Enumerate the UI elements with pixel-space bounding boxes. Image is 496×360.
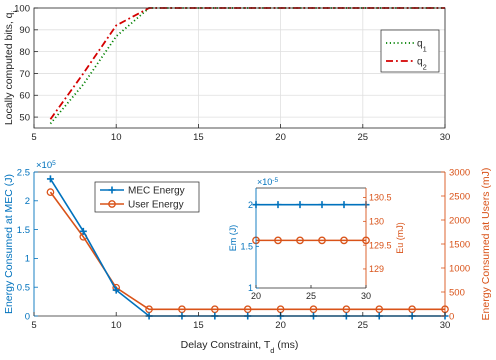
y-tick-label: 70: [19, 69, 30, 80]
y-axis-label-left: Energy Consumed at MEC (J): [3, 174, 15, 314]
x-tick-label: 5: [31, 132, 36, 143]
series-marker: [342, 305, 351, 314]
inset-series-marker: [318, 201, 326, 209]
legend-label-2: q2: [417, 57, 427, 72]
inset-y-label-left: Em (J): [228, 225, 238, 252]
inset-series-marker: [340, 236, 348, 245]
y-left-exponent: ×105: [36, 160, 56, 172]
x-tick-label: 15: [193, 320, 204, 331]
y-tick-label: 90: [19, 25, 30, 36]
series-marker: [309, 305, 318, 314]
inset-x-tick-label: 25: [306, 291, 316, 301]
inset-y-left-exponent: ×10-5: [257, 177, 278, 188]
y-right-tick-label: 1000: [449, 263, 470, 274]
y-right-tick-label: 1500: [449, 239, 470, 250]
inset-y-right-tick-label: 129: [369, 264, 384, 274]
inset-series-marker: [274, 201, 282, 209]
inset-series-marker: [274, 236, 282, 245]
inset-y-right-tick-label: 129.5: [369, 240, 392, 250]
x-tick-label: 25: [358, 320, 369, 331]
x-tick-label: 10: [111, 132, 122, 143]
inset-series-marker: [318, 236, 326, 245]
legend-label: MEC Energy: [128, 186, 185, 197]
plot-frame: [33, 7, 446, 129]
inset-series-marker: [296, 236, 304, 245]
y-left-tick-label: 1.5: [17, 225, 30, 236]
inset-y-right-tick-label: 130: [369, 217, 384, 227]
series-marker: [178, 305, 186, 314]
y-right-tick-label: 500: [449, 287, 465, 298]
series-line-2: [49, 7, 445, 120]
y-right-tick-label: 2000: [449, 215, 470, 226]
x-tick-label: 30: [440, 132, 451, 143]
series-marker: [243, 305, 252, 314]
series-marker: [112, 286, 120, 294]
inset-series-marker: [296, 201, 304, 209]
inset-chart: 20 25 30 1 1.5 2 129 129.5 130 130.5 ×10-5 Em (J) Eu…: [228, 177, 405, 302]
y-axis-label: Locally computed bits, qi: [3, 11, 19, 126]
y-left-tick-label: 2.5: [17, 167, 30, 178]
series-marker: [408, 305, 416, 314]
legend-marker: [108, 200, 116, 208]
y-axis-label-right: Energy Consumed at Users (mJ): [480, 168, 492, 321]
inset-y-left-tick-label: 1.5: [240, 242, 253, 252]
y-tick-label: 60: [19, 91, 30, 102]
y-tick-label: 100: [14, 3, 30, 14]
inset-y-right-tick-label: 130.5: [369, 193, 392, 203]
y-tick-label: 80: [19, 47, 30, 58]
inset-x-tick-label: 30: [361, 291, 371, 301]
legend-marker: [108, 186, 116, 194]
bottom-chart: 5 10 15 20 25 3000.511.522.505001000150020002…: [3, 160, 492, 355]
y-tick-label: 50: [19, 112, 30, 123]
series-marker: [145, 305, 153, 314]
y-left-tick-label: 0.5: [17, 283, 30, 294]
x-tick-label: 5: [31, 320, 36, 331]
plot-area: [34, 8, 445, 128]
y-left-tick-label: 0: [25, 311, 30, 322]
inset-y-left-tick-label: 2: [248, 200, 253, 210]
series-marker: [79, 227, 87, 235]
legend-label: User Energy: [128, 200, 184, 211]
x-tick-label: 25: [358, 132, 369, 143]
x-axis-label: Delay Constraint, Td (ms): [181, 339, 299, 355]
x-tick-label: 10: [111, 320, 122, 331]
y-left-tick-label: 2: [25, 196, 30, 207]
legend: MEC Energy User Energy: [94, 181, 200, 213]
y-right-tick-label: 3000: [449, 167, 470, 178]
inset-series-marker: [340, 201, 348, 209]
inset-y-label-right: Eu (mJ): [395, 222, 405, 254]
series-marker: [210, 305, 219, 314]
series-marker: [46, 188, 55, 197]
inset-x-tick-label: 20: [251, 291, 261, 301]
x-tick-label: 15: [193, 132, 204, 143]
y-right-tick-label: 2500: [449, 191, 470, 202]
legend-box: [380, 29, 440, 73]
x-tick-label: 20: [275, 132, 286, 143]
inset-plot-area: [256, 188, 366, 288]
legend-label-1: q1: [417, 39, 427, 54]
y-left-tick-label: 1: [25, 254, 30, 265]
y-right-tick-label: 0: [449, 311, 454, 322]
x-tick-label: 20: [275, 320, 286, 331]
x-tick-label: 30: [440, 320, 451, 331]
series-marker: [375, 305, 384, 314]
inset-y-left-tick-label: 1: [248, 283, 253, 293]
series-marker: [46, 175, 54, 183]
